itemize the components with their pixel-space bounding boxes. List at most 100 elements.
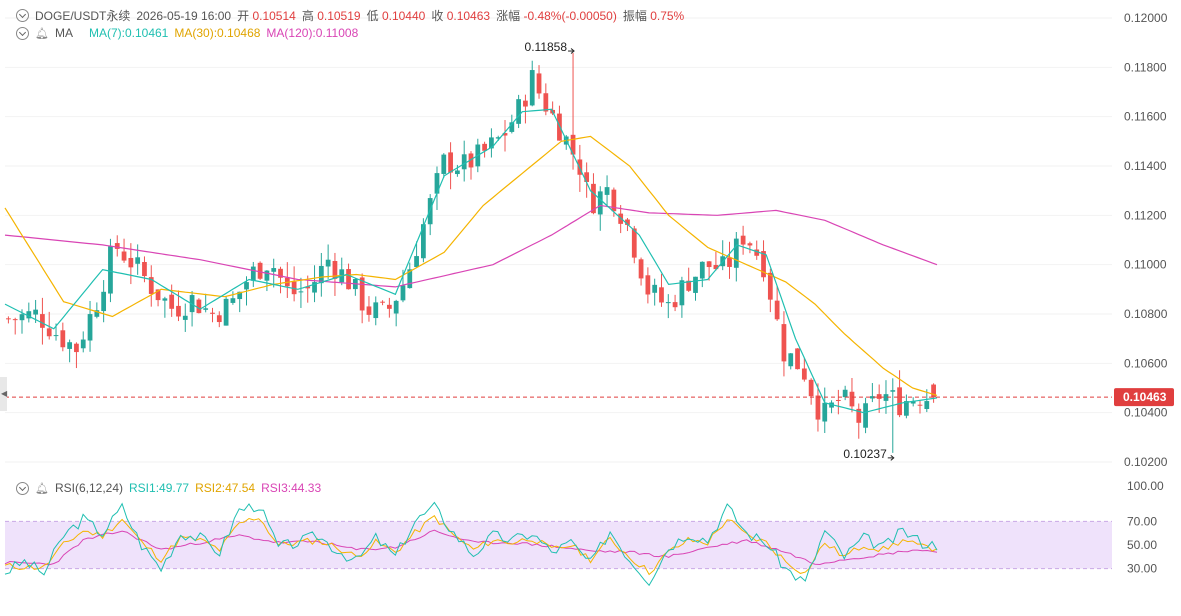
candle: [291, 266, 297, 302]
panel-collapse-handle[interactable]: ◀: [0, 377, 7, 411]
symbol-name: DOGE/USDT永续: [35, 9, 131, 23]
candle: [108, 238, 113, 303]
candle: [679, 276, 685, 318]
high-label: 高: [301, 9, 314, 23]
candle: [924, 389, 930, 413]
candle: [196, 298, 202, 314]
candle: [638, 257, 644, 286]
candle: [223, 296, 229, 326]
candle: [74, 342, 79, 369]
candle: [727, 241, 732, 279]
rsi-tick-label: 50.00: [1127, 538, 1157, 552]
candle: [407, 262, 413, 289]
chevron-down-icon[interactable]: [16, 9, 29, 22]
candle: [482, 141, 487, 158]
candle: [713, 251, 719, 271]
candle: [829, 400, 834, 414]
candle: [502, 120, 508, 152]
candle: [67, 339, 73, 363]
candle: [318, 252, 324, 297]
close-value: 0.10463: [446, 9, 491, 23]
amplitude-label: 振幅: [622, 9, 647, 23]
rsi-legend: 🔔︎ RSI(6,12,24) RSI1:49.77 RSI2:47.54 RS…: [16, 481, 321, 495]
candle: [346, 263, 351, 290]
candle: [774, 286, 780, 321]
price-tick-label: 0.10800: [1124, 307, 1168, 321]
rsi-tick-label: 100.00: [1127, 479, 1164, 493]
arrow-head: [890, 454, 895, 461]
arrow-head: [570, 48, 575, 54]
ma120-line: [4, 204, 938, 288]
change-value: -0.48%(-0.00050): [523, 9, 617, 23]
bell-icon[interactable]: 🔔︎: [35, 482, 49, 495]
ma7-value: MA(7):0.10461: [88, 26, 169, 40]
candle: [455, 164, 460, 177]
annotations: 0.11858 0.10237: [525, 40, 895, 461]
candle: [761, 240, 766, 282]
candle: [781, 311, 787, 377]
candle: [284, 262, 290, 298]
price-tick-label: 0.11000: [1124, 258, 1167, 272]
price-tick-label: 0.12000: [1124, 11, 1168, 25]
candle: [461, 140, 467, 182]
candle: [237, 291, 243, 313]
candle: [155, 289, 161, 307]
rsi3-line: [4, 529, 938, 566]
candle: [414, 241, 419, 268]
ma30-line: [4, 135, 938, 396]
chevron-down-icon[interactable]: [16, 26, 29, 40]
candle: [468, 151, 474, 180]
candle: [597, 186, 603, 231]
ohlc-legend: DOGE/USDT永续 2026-05-19 16:00 开 0.10514 高…: [16, 7, 684, 24]
candle: [380, 300, 385, 306]
candle: [733, 231, 739, 282]
last-price-label: 0.10463: [1123, 390, 1167, 404]
candle: [883, 380, 889, 414]
candle: [94, 302, 100, 319]
candle: [604, 175, 610, 208]
candle: [366, 296, 372, 322]
candle: [12, 317, 18, 335]
candle: [162, 296, 168, 318]
price-tick-label: 0.10200: [1124, 455, 1168, 469]
candle: [386, 297, 392, 318]
open-label: 开: [237, 9, 250, 23]
candle: [788, 353, 794, 370]
candle: [801, 357, 807, 382]
price-tick-label: 0.11800: [1124, 60, 1167, 74]
rsi-axis: 100.00 70.00 50.00 30.00: [1127, 479, 1164, 576]
candlestick-series: [6, 53, 936, 453]
candle: [849, 377, 855, 413]
candle-datetime: 2026-05-19 16:00: [136, 8, 232, 23]
chevron-down-icon[interactable]: [16, 481, 29, 495]
price-tick-label: 0.11400: [1124, 159, 1167, 173]
candle: [182, 303, 188, 332]
rsi2-value: RSI2:47.54: [195, 481, 256, 495]
candle: [869, 383, 875, 403]
candle: [652, 278, 658, 306]
close-label: 收: [431, 9, 444, 23]
candle: [686, 267, 692, 292]
candle: [80, 331, 86, 353]
price-tick-label: 0.11600: [1124, 110, 1167, 124]
chevron-left-icon: ◀: [1, 389, 8, 398]
candle: [189, 291, 195, 327]
low-label: 低: [366, 9, 379, 23]
candle: [332, 252, 338, 296]
candle: [257, 261, 263, 280]
candle: [114, 235, 120, 257]
candle: [699, 261, 705, 288]
candle: [897, 370, 902, 418]
rsi-tick-label: 30.00: [1127, 562, 1157, 576]
candle: [6, 316, 11, 324]
candle: [339, 257, 345, 286]
candle: [822, 387, 828, 434]
candle: [747, 241, 753, 254]
candle: [230, 291, 236, 305]
ma-legend: 🔔︎ MA MA(7):0.10461 MA(30):0.10468 MA(12…: [16, 26, 358, 40]
ma30-value: MA(30):0.10468: [174, 26, 261, 40]
candle: [631, 225, 637, 264]
rsi-band: [5, 521, 1112, 569]
bell-icon[interactable]: 🔔︎: [35, 27, 49, 40]
